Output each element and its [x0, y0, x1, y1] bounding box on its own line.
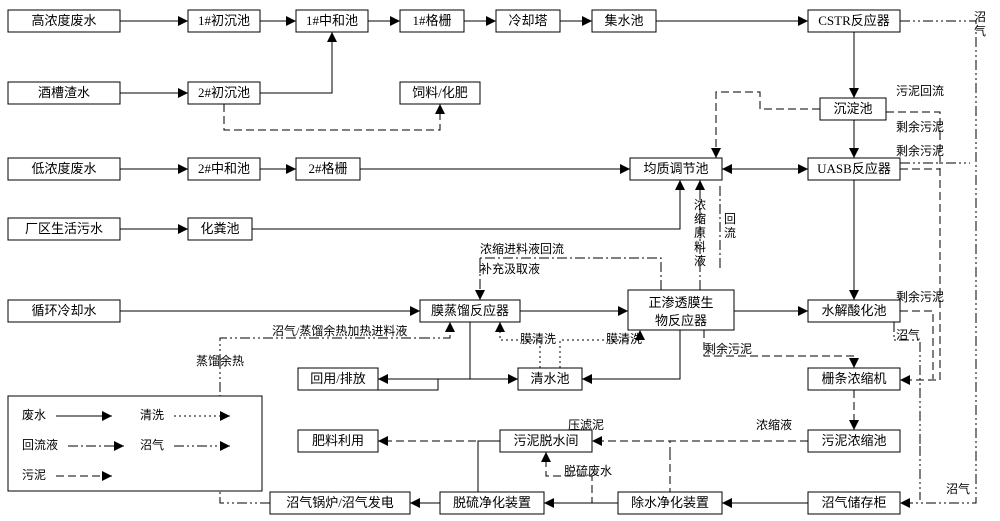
process-box-label: 集水池 [604, 13, 643, 28]
process-box-label: 循环冷却水 [31, 303, 96, 318]
process-box-label: 清水池 [530, 371, 569, 386]
process-box-label: 脱硫净化装置 [453, 495, 531, 510]
edge-label: 剩余污泥 [896, 143, 944, 158]
flow-line [716, 92, 820, 158]
process-box-label: 2#初沉池 [198, 85, 250, 100]
edge-label: 沼气 [896, 327, 920, 342]
edge-label: 脱硫废水 [564, 463, 612, 478]
edge-label: 膜清洗 [520, 332, 556, 346]
process-box-label: 1#格栅 [412, 13, 451, 28]
process-box-label: 污泥脱水间 [513, 433, 578, 448]
edge-label: 浓缩液 [756, 417, 792, 432]
process-box-label: 膜蒸馏反应器 [431, 303, 509, 318]
process-box-label: 厂区生活污水 [25, 221, 103, 236]
edge-label: 污泥回流 [896, 84, 944, 98]
process-box-label: 1#初沉池 [198, 13, 250, 28]
flow-line [378, 379, 518, 390]
flow-line [470, 322, 518, 379]
flow-line [224, 104, 440, 130]
edge-label: 缩 [694, 211, 706, 226]
process-box-label: 污泥浓缩池 [821, 433, 886, 448]
process-box-label: 均质调节池 [643, 161, 708, 176]
legend-label: 废水 [22, 407, 46, 422]
process-box-label: 沼气锅炉/沼气发电 [286, 495, 394, 510]
process-box-label: 沉淀池 [833, 101, 872, 116]
process-box-label: 饲料/化肥 [412, 85, 468, 100]
edge-label: 流 [724, 226, 736, 240]
edge-label: 浓 [694, 198, 706, 212]
edge-label: 料 [694, 240, 706, 254]
edge-label: 剩余污泥 [896, 289, 944, 304]
edge-label: 沼气/蒸馏余热加热进料液 [272, 323, 407, 338]
flow-line [220, 338, 420, 364]
process-box-label: 沼气储存柜 [821, 495, 886, 510]
process-box-label: 物反应器 [655, 313, 707, 328]
flow-line [670, 441, 808, 452]
edge-label: 浓缩进料液回流 [480, 241, 564, 256]
process-box-label: 肥料利用 [312, 433, 364, 448]
flow-line [900, 311, 933, 379]
process-box-label: 2#中和池 [198, 161, 250, 176]
edge-label: 气 [974, 23, 986, 38]
process-box-label: 化粪池 [200, 221, 239, 236]
edge-label: 液 [694, 253, 706, 268]
legend-label: 污泥 [22, 468, 46, 482]
legend-label: 清洗 [140, 408, 164, 422]
edge-label: 沼气 [946, 481, 970, 496]
legend-label: 回流液 [22, 437, 58, 452]
edge-label: 原 [694, 226, 706, 240]
process-box-label: 正渗透膜生 [648, 295, 713, 310]
process-box-label: 高浓度废水 [31, 13, 96, 28]
edge-label: 补充汲取液 [480, 261, 540, 276]
flow-line [252, 180, 680, 229]
edge-label: 沼 [974, 10, 986, 24]
process-box-label: 回用/排放 [310, 371, 366, 386]
edge-label: 剩余污泥 [896, 119, 944, 134]
flow-line [420, 322, 450, 338]
process-box-label: 冷却塔 [508, 13, 547, 28]
process-box-label: UASB反应器 [817, 161, 891, 176]
process-box-label: 2#格栅 [308, 161, 347, 176]
flow-line [260, 32, 332, 93]
edge-label: 膜清洗 [606, 332, 642, 346]
edge-label: 剩余污泥 [704, 341, 752, 356]
process-box-label: 水解酸化池 [821, 303, 886, 318]
process-box-label: CSTR反应器 [818, 13, 890, 28]
process-box-label: 1#中和池 [306, 13, 358, 28]
process-box-label: 酒槽渣水 [38, 85, 90, 100]
process-box-label: 栅条浓缩机 [821, 371, 886, 386]
legend-label: 沼气 [140, 437, 164, 452]
process-box-label: 除水净化装置 [631, 495, 709, 510]
edge-label: 回 [724, 212, 736, 226]
process-box-label: 低浓度废水 [31, 161, 96, 176]
